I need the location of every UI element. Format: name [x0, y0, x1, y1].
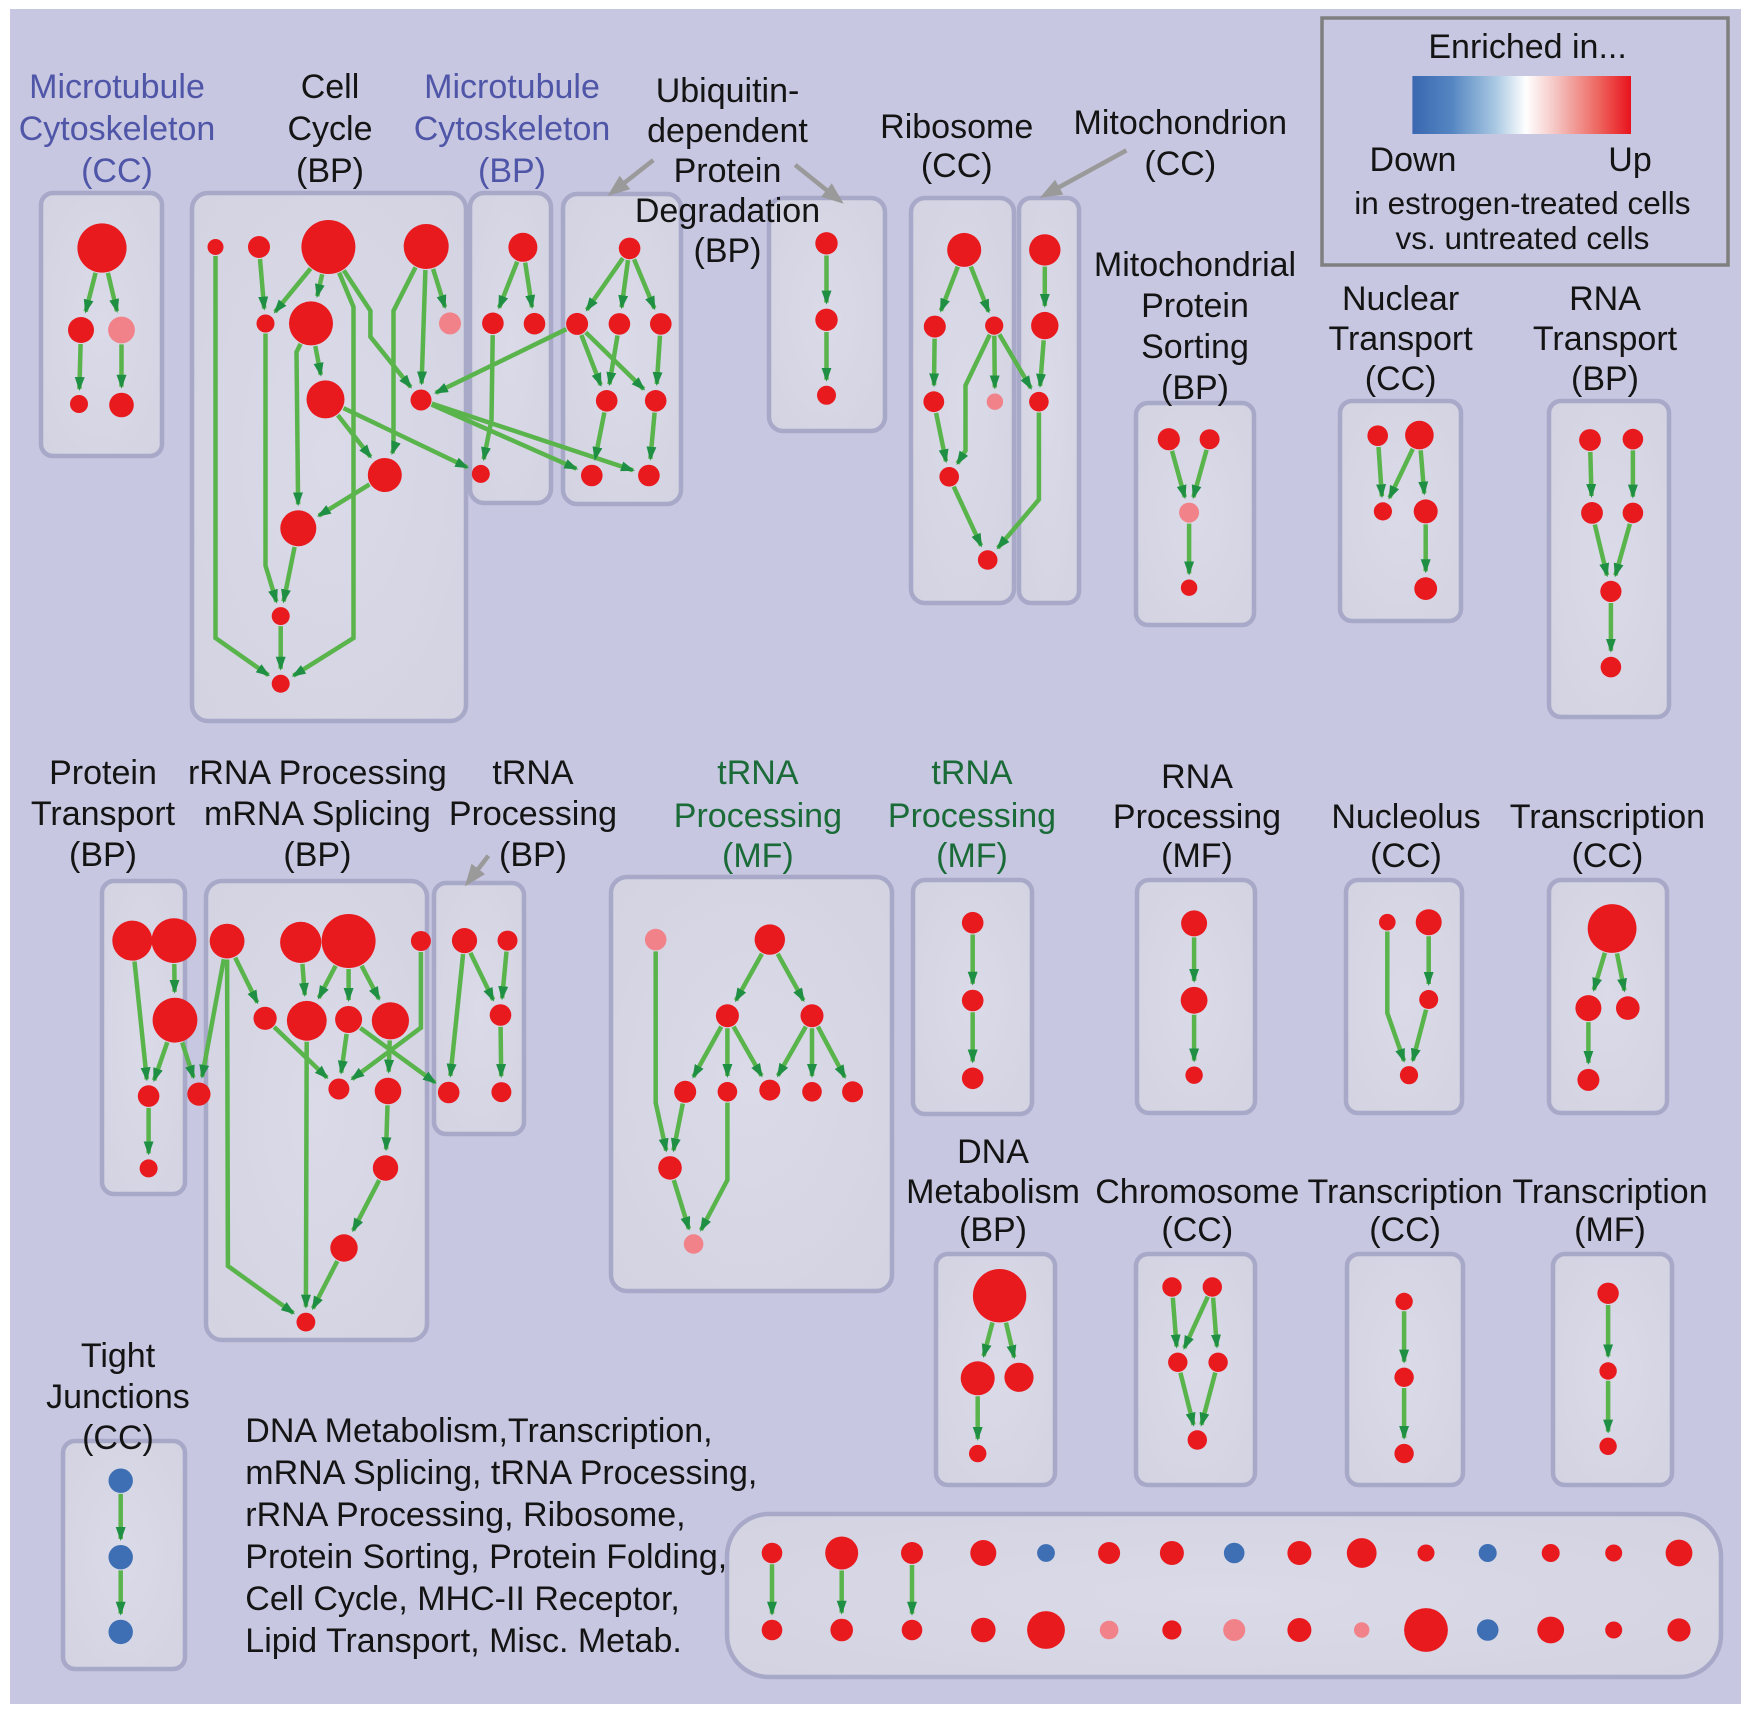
svg-text:Transcription: Transcription: [1307, 1173, 1502, 1211]
svg-text:(CC): (CC): [82, 1419, 154, 1457]
svg-text:Processing: Processing: [449, 795, 617, 833]
svg-text:(BP): (BP): [69, 836, 137, 874]
svg-text:tRNA: tRNA: [717, 754, 799, 792]
svg-text:DNA Metabolism,Transcription,: DNA Metabolism,Transcription,: [245, 1412, 712, 1450]
svg-text:(BP): (BP): [499, 836, 567, 874]
svg-text:(CC): (CC): [1365, 360, 1437, 398]
svg-text:Sorting: Sorting: [1141, 328, 1249, 366]
svg-text:(BP): (BP): [478, 152, 546, 190]
svg-text:(BP): (BP): [1571, 360, 1639, 398]
svg-text:Microtubule: Microtubule: [424, 68, 600, 106]
svg-text:Lipid Transport, Misc. Metab.: Lipid Transport, Misc. Metab.: [245, 1622, 682, 1660]
svg-text:Metabolism: Metabolism: [906, 1173, 1080, 1211]
svg-text:RNA: RNA: [1161, 758, 1233, 796]
svg-text:tRNA: tRNA: [931, 754, 1013, 792]
svg-text:tRNA: tRNA: [492, 754, 574, 792]
svg-text:vs. untreated cells: vs. untreated cells: [1395, 220, 1649, 256]
svg-text:Protein: Protein: [49, 754, 157, 792]
svg-text:Nuclear: Nuclear: [1342, 280, 1459, 318]
svg-text:Processing: Processing: [888, 797, 1056, 835]
svg-text:Junctions: Junctions: [46, 1378, 190, 1416]
svg-text:Mitochondrion: Mitochondrion: [1074, 104, 1288, 142]
svg-text:Down: Down: [1370, 141, 1457, 179]
svg-text:Cytoskeleton: Cytoskeleton: [19, 110, 216, 148]
svg-text:Cycle: Cycle: [287, 110, 372, 148]
svg-text:(CC): (CC): [1369, 1211, 1441, 1249]
svg-text:(BP): (BP): [283, 836, 351, 874]
svg-text:Ubiquitin-: Ubiquitin-: [656, 72, 800, 110]
svg-text:rRNA Processing, Ribosome,: rRNA Processing, Ribosome,: [245, 1496, 685, 1534]
svg-text:(BP): (BP): [296, 152, 364, 190]
svg-text:Ribosome: Ribosome: [880, 108, 1033, 146]
svg-text:Transcription: Transcription: [1512, 1173, 1707, 1211]
svg-text:(MF): (MF): [1161, 837, 1233, 875]
svg-text:Up: Up: [1608, 141, 1651, 179]
svg-text:Transport: Transport: [1533, 320, 1678, 358]
svg-text:(CC): (CC): [1144, 145, 1216, 183]
svg-text:Transport: Transport: [31, 795, 176, 833]
svg-text:(MF): (MF): [722, 837, 794, 875]
svg-text:Microtubule: Microtubule: [29, 68, 205, 106]
svg-text:Processing: Processing: [1113, 798, 1281, 836]
svg-text:DNA: DNA: [957, 1133, 1029, 1171]
svg-text:Degradation: Degradation: [635, 192, 820, 230]
svg-text:(CC): (CC): [921, 147, 993, 185]
svg-text:Cytoskeleton: Cytoskeleton: [414, 110, 611, 148]
svg-text:Cell Cycle, MHC-II Receptor,: Cell Cycle, MHC-II Receptor,: [245, 1580, 680, 1618]
svg-text:(MF): (MF): [1574, 1211, 1646, 1249]
svg-text:(CC): (CC): [1572, 837, 1644, 875]
svg-text:Transcription: Transcription: [1510, 798, 1705, 836]
svg-text:in estrogen-treated cells: in estrogen-treated cells: [1354, 185, 1690, 221]
svg-text:Transport: Transport: [1328, 320, 1473, 358]
svg-text:(BP): (BP): [694, 232, 762, 270]
svg-text:dependent: dependent: [647, 112, 808, 150]
svg-text:Nucleolus: Nucleolus: [1331, 798, 1480, 836]
svg-text:Processing: Processing: [674, 797, 842, 835]
svg-text:Mitochondrial: Mitochondrial: [1094, 246, 1296, 284]
svg-text:Chromosome: Chromosome: [1095, 1173, 1299, 1211]
svg-text:Protein: Protein: [674, 152, 782, 190]
svg-text:(BP): (BP): [1161, 369, 1229, 407]
svg-text:(CC): (CC): [81, 152, 153, 190]
svg-text:RNA: RNA: [1569, 280, 1641, 318]
svg-text:mRNA Splicing, tRNA Processing: mRNA Splicing, tRNA Processing,: [245, 1454, 757, 1492]
svg-text:rRNA Processing: rRNA Processing: [188, 754, 447, 792]
svg-text:Protein Sorting, Protein Foldi: Protein Sorting, Protein Folding,: [245, 1538, 727, 1576]
svg-text:(MF): (MF): [936, 837, 1008, 875]
svg-text:(CC): (CC): [1370, 837, 1442, 875]
svg-text:Cell: Cell: [301, 68, 360, 106]
svg-text:Protein: Protein: [1141, 287, 1249, 325]
svg-text:mRNA Splicing: mRNA Splicing: [204, 795, 431, 833]
svg-text:(CC): (CC): [1161, 1211, 1233, 1249]
svg-text:Tight: Tight: [81, 1337, 156, 1375]
svg-text:(BP): (BP): [959, 1211, 1027, 1249]
svg-text:Enriched in...: Enriched in...: [1428, 28, 1626, 66]
